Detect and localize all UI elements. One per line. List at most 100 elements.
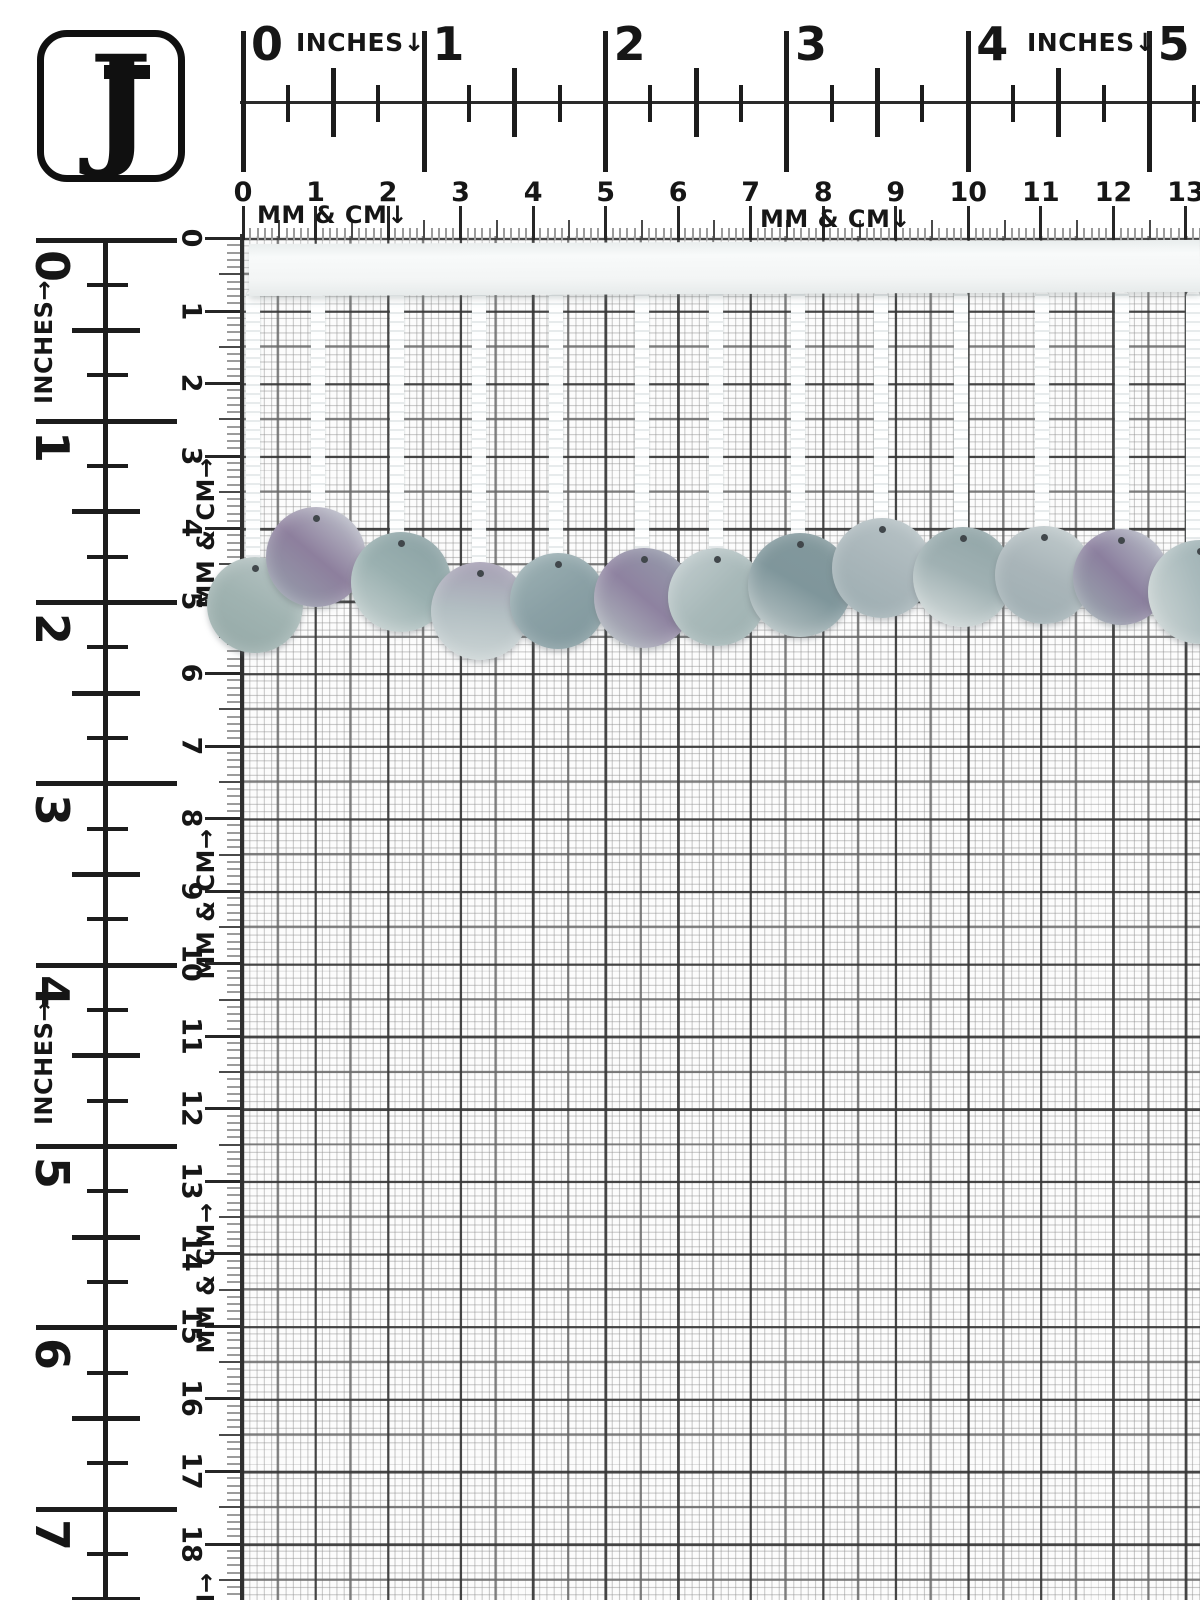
bead-strand	[1186, 290, 1200, 558]
ruler-tick	[36, 781, 177, 787]
ruler-tick	[1018, 228, 1021, 240]
ruler-tick	[227, 1549, 240, 1552]
ruler-tick	[227, 1513, 240, 1516]
ruler-tick	[227, 1440, 240, 1443]
ruler-tick	[227, 846, 240, 849]
ruler-tick	[386, 206, 390, 240]
ruler-number: 3	[451, 177, 470, 208]
ruler-tick	[227, 338, 240, 341]
ruler-tick	[1147, 31, 1153, 172]
ruler-tick	[227, 1339, 240, 1342]
ruler-tick	[981, 228, 984, 240]
ruler-tick	[87, 1280, 128, 1285]
ruler-tick	[916, 228, 919, 240]
ruler-tick	[430, 228, 433, 240]
ruler-tick	[219, 708, 240, 711]
ruler-tick	[205, 382, 240, 386]
ruler-tick	[1177, 228, 1180, 240]
ruler-tick	[87, 645, 128, 650]
ruler-tick	[227, 1100, 240, 1103]
left-mm-cm-label: MM & CM→	[192, 1572, 220, 1600]
ruler-tick	[821, 206, 825, 240]
ruler-tick	[227, 918, 240, 921]
ruler-tick	[1010, 228, 1013, 240]
ruler-tick	[227, 1187, 240, 1190]
ruler-tick	[227, 519, 240, 522]
ruler-tick	[227, 1586, 240, 1589]
ruler-tick	[379, 228, 382, 240]
ruler-tick	[219, 853, 240, 856]
ruler-tick	[590, 228, 593, 240]
ruler-tick	[227, 316, 240, 319]
ruler-tick	[1047, 228, 1050, 240]
ruler-tick	[227, 367, 240, 370]
ruler-tick	[1025, 228, 1028, 240]
ruler-tick	[865, 228, 868, 240]
ruler-tick	[227, 1150, 240, 1153]
ruler-number: 5	[1157, 17, 1190, 71]
ruler-tick	[87, 917, 128, 922]
ruler-number: 0	[25, 249, 79, 283]
ruler-tick	[72, 509, 140, 515]
ruler-tick	[376, 85, 381, 122]
ruler-tick	[227, 1564, 240, 1567]
ruler-tick	[227, 1368, 240, 1371]
ruler-tick	[336, 228, 339, 240]
sequin	[510, 553, 606, 649]
ruler-tick	[1068, 228, 1071, 240]
ruler-tick	[633, 228, 636, 240]
ruler-tick	[227, 1448, 240, 1451]
ruler-tick	[531, 206, 535, 240]
ruler-tick	[966, 206, 970, 240]
ruler-tick	[227, 1332, 240, 1335]
ruler-tick	[227, 1092, 240, 1095]
ruler-number: 3	[794, 17, 827, 71]
ruler-tick	[278, 220, 281, 240]
ruler-number: 16	[175, 1379, 207, 1418]
ruler-tick	[227, 1593, 240, 1596]
ruler-tick	[227, 1484, 240, 1487]
ruler-tick	[271, 228, 273, 240]
ruler-tick	[227, 374, 240, 377]
ruler-tick	[87, 1189, 128, 1194]
ruler-tick	[875, 68, 881, 137]
ruler-tick	[227, 722, 240, 725]
ruler-tick	[227, 882, 240, 885]
ruler-tick	[793, 228, 796, 240]
ruler-number: 1	[25, 431, 79, 464]
ruler-tick	[474, 228, 477, 240]
ruler-number: 9	[886, 177, 906, 208]
ruler-tick	[372, 228, 375, 240]
ruler-number: 2	[613, 17, 646, 71]
ruler-number: 3	[25, 793, 79, 826]
top-inch-ruler-spine	[240, 101, 1200, 104]
ruler-number: 7	[25, 1519, 79, 1552]
ruler-number: 13	[1167, 177, 1200, 208]
ruler-tick	[227, 1237, 240, 1240]
ruler-tick	[314, 206, 318, 240]
ruler-tick	[227, 1303, 240, 1306]
ruler-tick	[219, 418, 240, 421]
ruler-tick	[965, 31, 971, 172]
ruler-tick	[227, 868, 240, 870]
ruler-tick	[72, 1053, 140, 1059]
ruler-tick	[749, 206, 753, 240]
ruler-number: 12	[175, 1089, 207, 1128]
ruler-tick	[205, 817, 240, 821]
ruler-tick	[603, 31, 609, 172]
ruler-tick	[858, 220, 861, 240]
ruler-tick	[227, 947, 240, 950]
ruler-number: 4	[523, 177, 543, 208]
ruler-tick	[1039, 206, 1043, 240]
ruler-tick	[205, 527, 240, 531]
ruler-tick	[205, 454, 240, 458]
ruler-tick	[524, 228, 527, 240]
ruler-tick	[1192, 85, 1197, 122]
ruler-tick	[227, 1520, 240, 1523]
ruler-tick	[582, 228, 585, 240]
ruler-tick	[626, 228, 629, 240]
ruler-tick	[205, 1179, 240, 1183]
ruler-number: 6	[25, 1337, 79, 1370]
ruler-tick	[219, 1578, 240, 1581]
ruler-tick	[205, 237, 240, 240]
